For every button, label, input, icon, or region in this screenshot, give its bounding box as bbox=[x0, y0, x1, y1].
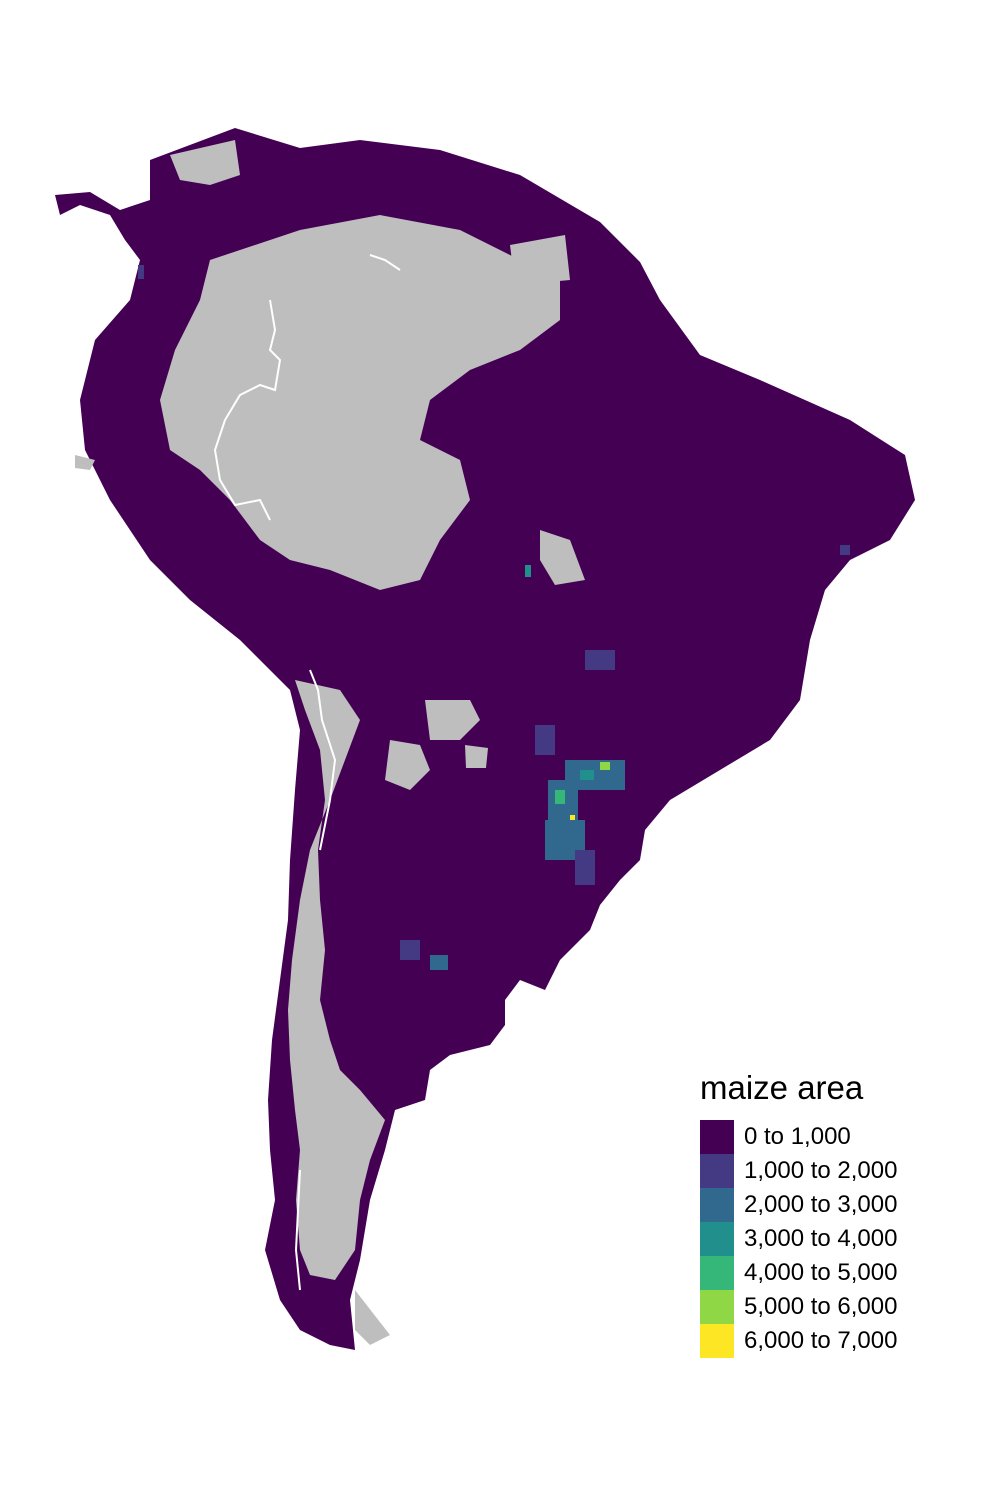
legend: maize area 0 to 1,000 1,000 to 2,000 2,0… bbox=[700, 1068, 897, 1358]
legend-label: 0 to 1,000 bbox=[744, 1123, 851, 1150]
legend-swatch bbox=[700, 1222, 734, 1256]
legend-item: 1,000 to 2,000 bbox=[700, 1154, 897, 1188]
legend-label: 5,000 to 6,000 bbox=[744, 1293, 898, 1320]
legend-label: 1,000 to 2,000 bbox=[744, 1157, 898, 1184]
legend-label: 4,000 to 5,000 bbox=[744, 1259, 898, 1286]
legend-label: 6,000 to 7,000 bbox=[744, 1327, 898, 1354]
legend-item: 4,000 to 5,000 bbox=[700, 1256, 897, 1290]
legend-swatch bbox=[700, 1324, 734, 1358]
maize-high-clusters bbox=[138, 265, 850, 970]
legend-items: 0 to 1,000 1,000 to 2,000 2,000 to 3,000… bbox=[700, 1120, 897, 1358]
country-borders bbox=[213, 254, 401, 1291]
legend-swatch bbox=[700, 1120, 734, 1154]
legend-item: 2,000 to 3,000 bbox=[700, 1188, 897, 1222]
legend-item: 0 to 1,000 bbox=[700, 1120, 897, 1154]
legend-item: 6,000 to 7,000 bbox=[700, 1324, 897, 1358]
legend-swatch bbox=[700, 1154, 734, 1188]
legend-item: 3,000 to 4,000 bbox=[700, 1222, 897, 1256]
legend-swatch bbox=[700, 1256, 734, 1290]
legend-swatch bbox=[700, 1290, 734, 1324]
legend-item: 5,000 to 6,000 bbox=[700, 1290, 897, 1324]
legend-label: 2,000 to 3,000 bbox=[744, 1191, 898, 1218]
legend-swatch bbox=[700, 1188, 734, 1222]
no-data-areas bbox=[75, 140, 585, 1345]
legend-title: maize area bbox=[700, 1069, 864, 1106]
legend-label: 3,000 to 4,000 bbox=[744, 1225, 898, 1252]
